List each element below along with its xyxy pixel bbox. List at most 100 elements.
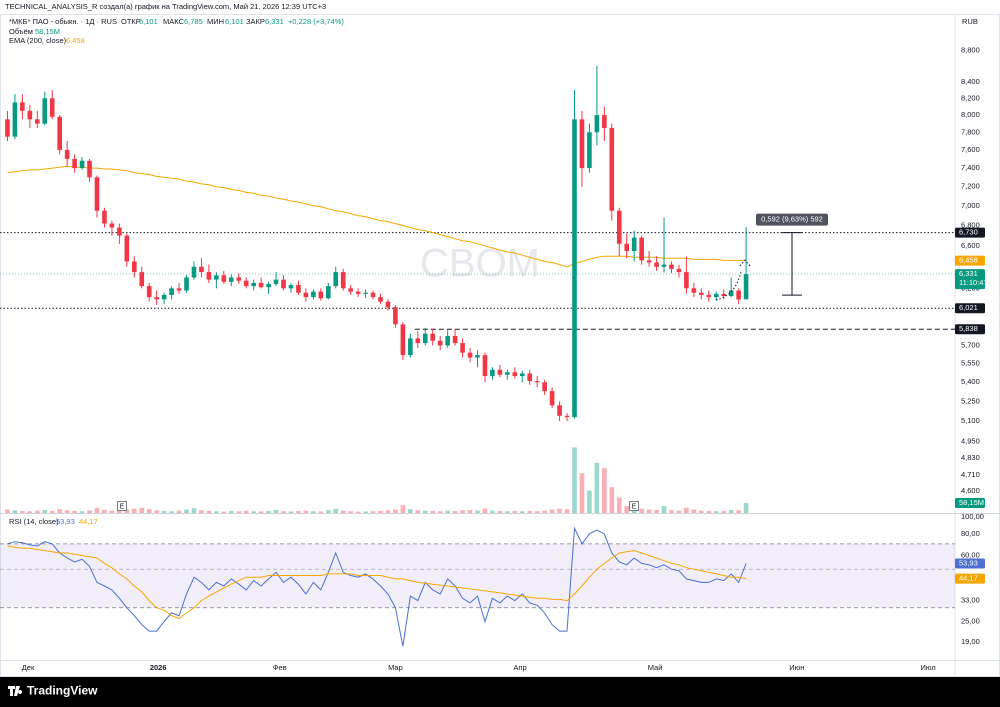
rsi-value-label-text: 53,93 [959, 558, 978, 567]
y-tick-label: 8,800 [961, 45, 980, 54]
volume-label-text: 58,15M [959, 498, 984, 507]
brand-name[interactable]: TradingView [27, 684, 98, 698]
ema-label-box [955, 255, 985, 266]
volume-bar [109, 510, 115, 513]
y-tick-label: 8,000 [961, 110, 980, 119]
x-tick-label: Июл [921, 663, 936, 672]
volume-bar [557, 508, 562, 513]
candle-body [527, 373, 533, 381]
candle-body [661, 264, 667, 267]
volume-bar [273, 509, 279, 513]
candle-body [400, 324, 406, 356]
ema-line [7, 165, 747, 268]
y-tick-label: 6,800 [961, 221, 980, 230]
candle-body [199, 266, 204, 273]
y-tick-label: 5,400 [961, 377, 980, 386]
volume-bar [228, 510, 234, 513]
volume-bar [94, 507, 100, 513]
x-tick-label: Апр [513, 663, 526, 672]
volume-bar [467, 509, 473, 513]
volume-bar [340, 510, 346, 513]
candle-body [94, 177, 100, 211]
x-tick-label: Фев [273, 663, 287, 672]
volume-bar [296, 510, 301, 513]
price-line-label-text: 6,021 [959, 303, 978, 312]
candle-body [251, 282, 256, 287]
volume-bar [288, 511, 294, 513]
earnings-badge[interactable] [629, 501, 639, 511]
volume-bar [400, 505, 406, 513]
volume-bar [482, 508, 488, 513]
volume-bar [616, 497, 622, 513]
candle-body [579, 119, 585, 169]
candle-body [706, 294, 712, 298]
rsi-legend: RSI (14, close) [9, 517, 59, 526]
earnings-letter[interactable]: E [632, 503, 637, 510]
price-line-label-text: 6,730 [959, 228, 978, 237]
volume-bar [385, 510, 391, 513]
volume-bar [184, 509, 189, 513]
volume-bar [325, 510, 331, 513]
y-tick-label: 8,400 [961, 77, 980, 86]
y-tick-label: 4,830 [961, 453, 980, 462]
candle-body [378, 297, 383, 302]
candle-body [79, 160, 85, 169]
volume-bar [460, 510, 465, 513]
candle-body [519, 373, 525, 376]
candle-body [214, 275, 219, 280]
candle-body [594, 115, 600, 133]
candle-body [169, 288, 174, 295]
candle-body [631, 237, 637, 252]
candle-body [534, 380, 540, 383]
volume-bar [602, 468, 607, 513]
volume-bar [676, 510, 682, 513]
volume-bar [311, 511, 316, 513]
candle-body [512, 372, 518, 376]
drawing-arrow-head [739, 259, 751, 267]
volume-bar [236, 511, 242, 513]
candle-body [728, 290, 734, 297]
change-value: +0,228 (+3,74%) [288, 17, 344, 26]
rsi-legend-value: 53,93 [56, 517, 75, 526]
candle-body [35, 119, 40, 124]
rsi-band [0, 543, 955, 608]
drawing-arrow [715, 271, 742, 301]
candle-body [258, 282, 264, 288]
volume-bar [348, 511, 353, 513]
candle-body [49, 98, 55, 117]
candle-body [385, 301, 391, 308]
y-tick-label: 33,00 [961, 596, 980, 605]
candle-body [691, 288, 697, 293]
volume-bar [527, 510, 533, 513]
volume-bar [497, 510, 503, 513]
low-label: МИН [207, 17, 224, 26]
volume-bar [363, 511, 368, 513]
candle-body [497, 369, 503, 375]
candle-body [654, 262, 659, 267]
close-label: ЗАКР [246, 17, 265, 26]
volume-bar [124, 509, 130, 513]
candle-body [64, 149, 70, 159]
volume-bar [624, 506, 630, 513]
candle-body [87, 160, 92, 178]
candle-body [370, 292, 376, 298]
volume-legend-value: 58,15M [35, 27, 60, 36]
candle-body [273, 279, 279, 284]
earnings-badge[interactable] [117, 501, 127, 511]
earnings-letter[interactable]: E [120, 503, 125, 510]
candle-body [161, 294, 167, 300]
volume-bar [266, 510, 271, 513]
candle-body [236, 277, 242, 281]
y-tick-label: 100,00 [961, 512, 984, 521]
footer-bar [0, 677, 1000, 707]
volume-bar [669, 510, 674, 513]
candle-body [146, 286, 152, 298]
volume-bar [654, 509, 659, 513]
volume-bar [281, 511, 286, 513]
volume-bar [684, 507, 689, 513]
volume-bar [251, 511, 256, 513]
volume-bar [258, 511, 264, 513]
volume-bar [79, 511, 85, 513]
volume-bar [609, 487, 615, 513]
candle-body [422, 333, 428, 344]
